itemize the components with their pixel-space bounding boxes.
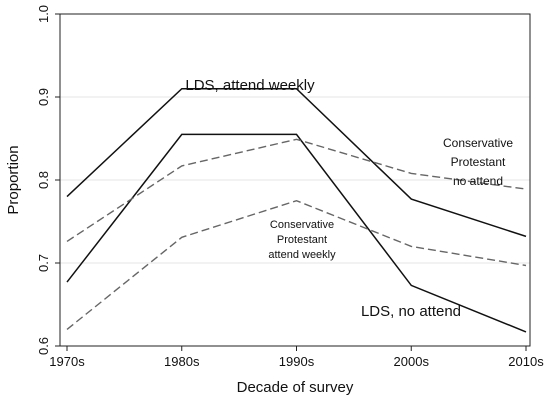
y-tick-label: 0.7 (36, 254, 51, 272)
series-line-2 (66, 138, 527, 242)
y-tick-label: 0.9 (36, 88, 51, 106)
annotation-label: Conservative (270, 219, 334, 231)
annotation-label: LDS, attend weekly (185, 77, 315, 94)
annotation-label: Protestant (277, 234, 327, 246)
series-line-0 (66, 87, 527, 238)
annotation-label: LDS, no attend (361, 303, 461, 320)
x-tick-label: 1990s (279, 354, 315, 369)
annotation-label: attend weekly (268, 249, 336, 261)
x-axis-title: Decade of survey (237, 379, 354, 396)
y-tick-label: 1.0 (36, 5, 51, 23)
y-axis-title: Proportion (5, 145, 22, 214)
annotation-label: Conservative (443, 136, 513, 150)
annotations: LDS, attend weekly Conservative Protestant… (185, 77, 513, 320)
series-line-1 (66, 133, 527, 333)
x-axis: 1970s 1980s 1990s 2000s 2010s (49, 346, 544, 369)
y-tick-label: 0.6 (36, 337, 51, 355)
x-tick-label: 1980s (164, 354, 200, 369)
x-tick-label: 2000s (394, 354, 430, 369)
x-tick-label: 1970s (49, 354, 85, 369)
x-tick-label: 2010s (508, 354, 544, 369)
y-tick-label: 0.8 (36, 171, 51, 189)
gridlines (60, 96, 530, 264)
y-axis: 0.6 0.7 0.8 0.9 1.0 (36, 5, 60, 355)
series-lines (66, 87, 527, 333)
annotation-label: Protestant (451, 155, 506, 169)
series-line-3 (66, 199, 527, 330)
annotation-label: no attend (453, 174, 503, 188)
